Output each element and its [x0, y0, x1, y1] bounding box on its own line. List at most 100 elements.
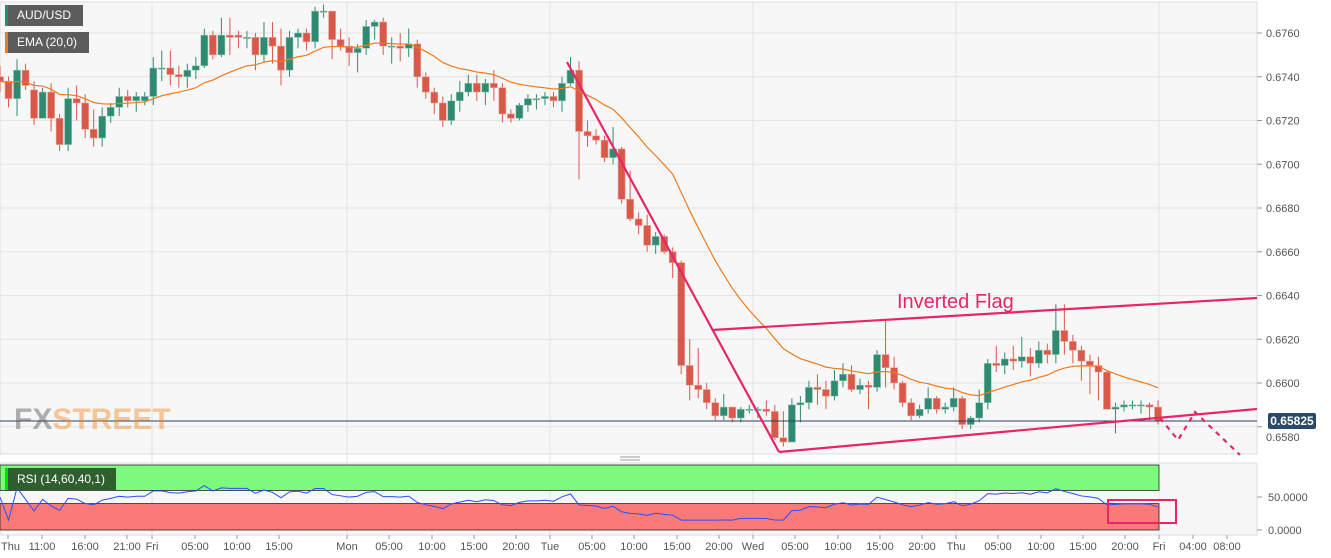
candle	[949, 387, 958, 412]
candle-body	[1043, 349, 1052, 355]
gridlines	[0, 2, 1257, 535]
candle-body	[898, 382, 907, 403]
candle	[762, 400, 771, 416]
rsi-highlight-box	[1107, 499, 1177, 524]
candle-body	[498, 87, 507, 115]
candle	[123, 89, 132, 108]
candle-body	[694, 384, 703, 390]
candle	[47, 83, 55, 132]
candle	[311, 6, 319, 49]
candle-body	[175, 74, 183, 78]
candle	[132, 92, 141, 112]
symbol-label[interactable]: AUD/USD	[5, 5, 83, 26]
y-tick-label: 0.6720	[1266, 116, 1300, 128]
candle	[243, 30, 251, 49]
candle-body	[507, 113, 515, 119]
candle-body	[353, 48, 362, 53]
downtrend-pole-line	[566, 61, 780, 453]
rsi-label[interactable]: RSI (14,60,40,1)	[5, 468, 116, 490]
candle-body	[0, 76, 4, 82]
x-tick-label: 05:00	[375, 541, 403, 553]
candle	[106, 103, 115, 123]
candle	[268, 22, 277, 64]
candle-body	[157, 67, 166, 70]
candle	[1009, 345, 1018, 370]
candle	[55, 113, 64, 152]
candle	[328, 10, 336, 60]
candle-body	[600, 139, 609, 158]
candle-body	[132, 96, 141, 102]
candle	[217, 17, 226, 58]
candle	[387, 37, 396, 64]
candle-body	[779, 437, 788, 443]
ema-line	[0, 42, 1159, 397]
y-tick-label: 0.6640	[1266, 291, 1300, 303]
candle	[873, 350, 881, 392]
x-tick-label: Thu	[947, 541, 966, 553]
candle	[634, 212, 643, 235]
candle	[805, 380, 813, 410]
x-tick-label: 20:00	[502, 541, 530, 553]
candle-body	[983, 363, 992, 403]
panel-resize-handle[interactable]	[620, 456, 640, 461]
candle-body	[524, 98, 532, 106]
trend-drawings[interactable]	[566, 61, 1258, 524]
candle-body	[677, 262, 686, 366]
rsi-line	[0, 485, 1159, 522]
candle-body	[1035, 349, 1043, 364]
x-tick-label: 15:00	[663, 541, 691, 553]
x-tick-label: 15:00	[1069, 541, 1097, 553]
x-tick-label: Fri	[146, 541, 159, 553]
x-tick-label: 20:00	[908, 541, 936, 553]
candle-body	[192, 65, 200, 71]
candle	[251, 33, 260, 71]
candle	[175, 65, 183, 88]
candle	[1120, 400, 1128, 412]
candle-body	[541, 96, 549, 99]
candle-body	[890, 367, 898, 384]
flag-lower-line	[778, 407, 1258, 454]
candle-body	[592, 135, 600, 141]
candle	[1000, 352, 1009, 375]
ema-label[interactable]: EMA (20,0)	[5, 32, 89, 53]
candle-body	[123, 96, 132, 102]
candle	[490, 70, 498, 101]
candle	[1017, 337, 1026, 368]
candle-body	[209, 34, 217, 56]
candle	[694, 348, 703, 399]
candle-body	[89, 128, 98, 139]
candle-body	[924, 398, 932, 410]
candle	[421, 72, 430, 99]
candle-body	[1086, 360, 1094, 366]
candle-body	[907, 402, 915, 417]
candle	[771, 404, 779, 440]
candle-body	[813, 387, 822, 390]
candle	[209, 30, 217, 60]
time-axis[interactable]: Thu 11:00 16:00 21:00 Fri 05:00 10:00 15:00 Mon 0…	[1, 535, 1241, 553]
candle-body	[1094, 365, 1103, 373]
candle	[447, 94, 456, 125]
candle	[702, 383, 711, 410]
x-tick-label: Fri	[1153, 541, 1166, 553]
x-tick-label: Tue	[541, 541, 560, 553]
y-tick-label: 0.6620	[1266, 334, 1300, 346]
candle	[592, 129, 600, 145]
candle	[115, 87, 124, 117]
candle-body	[456, 91, 464, 102]
candle-body	[464, 83, 473, 93]
candle	[98, 107, 106, 147]
candle	[260, 22, 268, 62]
candle	[1052, 304, 1060, 364]
candle	[294, 28, 302, 49]
candle	[183, 63, 192, 88]
candle-body	[617, 148, 626, 200]
x-tick-label: 05:00	[781, 541, 809, 553]
candle-body	[21, 69, 30, 86]
candle-body	[626, 198, 634, 220]
candle-body	[515, 104, 524, 119]
candle	[524, 94, 532, 112]
candle-body	[651, 236, 660, 246]
candle	[302, 28, 311, 51]
price-axis[interactable]: 0.6760 0.6740 0.6720 0.6700 0.6680 0.6660 0.66…	[1257, 28, 1300, 444]
